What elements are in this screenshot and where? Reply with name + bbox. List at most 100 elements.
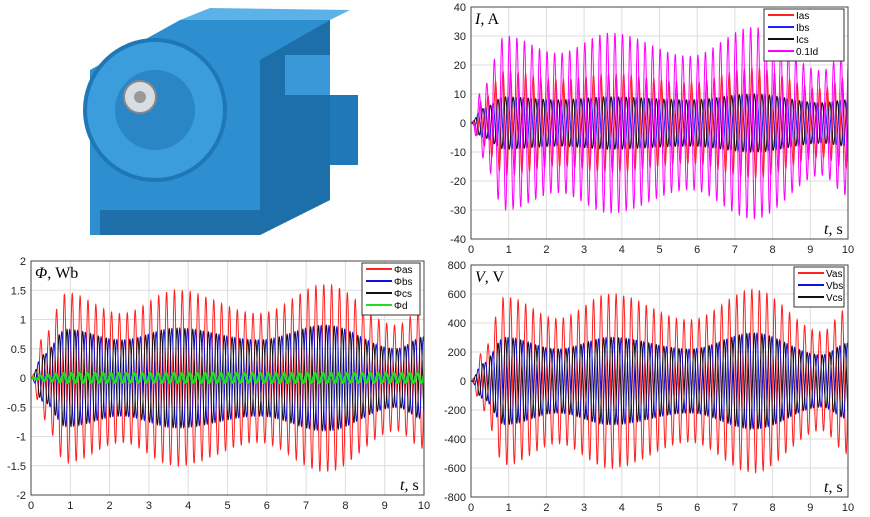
- x-tick-label: 9: [382, 500, 388, 512]
- y-tick-label: -600: [444, 463, 466, 475]
- series-line-Vcs: [471, 332, 848, 431]
- y-axis-unit: , Wb: [47, 265, 78, 282]
- y-tick-label: -1: [16, 432, 26, 444]
- series-line-Φbs: [31, 324, 424, 432]
- y-tick-label: 0: [20, 373, 26, 385]
- x-tick-label: 8: [770, 244, 776, 256]
- x-tick-label: 1: [506, 502, 512, 514]
- y-tick-label: -1.5: [7, 461, 26, 473]
- y-tick-label: -10: [450, 147, 466, 159]
- legend-label: Vcs: [826, 293, 843, 304]
- y-tick-label: 2: [20, 256, 26, 268]
- y-tick-label: -400: [444, 434, 466, 446]
- series-line-Vas: [471, 287, 848, 475]
- x-axis-unit: , s: [828, 479, 842, 496]
- y-axis-symbol: Φ: [35, 265, 47, 282]
- x-tick-label: 7: [303, 500, 309, 512]
- series-line-Vbs: [471, 332, 848, 430]
- y-tick-label: -0.5: [7, 402, 26, 414]
- y-axis-label: I, A: [474, 11, 499, 28]
- series-line-Φd: [31, 372, 424, 384]
- y-tick-label: 1.5: [11, 285, 26, 297]
- motor-side-box: [330, 95, 358, 165]
- y-axis-label: Φ, Wb: [35, 265, 78, 282]
- legend-box: [361, 262, 421, 316]
- legend-label: Φas: [394, 265, 413, 276]
- legend-label: Vas: [826, 269, 843, 280]
- y-tick-label: 0: [460, 376, 466, 388]
- y-tick-label: 40: [454, 2, 466, 14]
- x-tick-label: 10: [418, 500, 430, 512]
- legend-label: Ibs: [796, 23, 809, 34]
- x-tick-label: 0: [468, 502, 474, 514]
- y-tick-label: 0.5: [11, 344, 26, 356]
- motor-photo: [83, 8, 358, 235]
- x-tick-label: 6: [694, 502, 700, 514]
- y-tick-label: 0: [460, 118, 466, 130]
- y-axis-symbol: I: [474, 11, 481, 28]
- x-tick-label: 9: [807, 502, 813, 514]
- x-tick-label: 1: [506, 244, 512, 256]
- x-tick-label: 5: [656, 244, 662, 256]
- y-tick-label: 400: [448, 318, 466, 330]
- x-tick-label: 9: [807, 244, 813, 256]
- x-tick-label: 4: [185, 500, 191, 512]
- current-chart: 0 1 2 3 4 5 6 7 8 9 10-40-30-20-10010203040IasIbsI…: [450, 2, 854, 256]
- x-tick-label: 2: [543, 502, 549, 514]
- x-tick-label: 10: [842, 244, 854, 256]
- plot-frame: [470, 6, 849, 240]
- x-tick-label: 6: [264, 500, 270, 512]
- x-tick-label: 3: [146, 500, 152, 512]
- x-tick-label: 5: [656, 502, 662, 514]
- legend-label: Φd: [394, 301, 408, 312]
- x-tick-label: 7: [732, 502, 738, 514]
- series-line-Ias: [471, 66, 848, 180]
- y-tick-label: -20: [450, 176, 466, 188]
- x-tick-label: 1: [67, 500, 73, 512]
- x-axis-unit: , s: [404, 477, 418, 494]
- y-tick-label: -200: [444, 405, 466, 417]
- legend-label: 0.1Id: [796, 47, 818, 58]
- motor-terminal-box: [285, 55, 330, 95]
- x-axis-unit: , s: [828, 221, 842, 238]
- x-axis-symbol: t: [824, 479, 829, 496]
- x-tick-label: 3: [581, 502, 587, 514]
- series-line-0.1Id: [471, 27, 848, 220]
- x-axis-label: t, s: [824, 479, 843, 496]
- legend-label: Ias: [796, 11, 809, 22]
- voltage-chart: 0 1 2 3 4 5 6 7 8 9 10 -800 -600 -400 -200 0 200 400 600 80…: [444, 260, 854, 514]
- y-tick-label: 600: [448, 289, 466, 301]
- y-axis-label: V, V: [475, 269, 504, 286]
- y-tick-label: -800: [444, 492, 466, 504]
- x-axis-label: t, s: [824, 221, 843, 238]
- legend-label: Φbs: [394, 277, 413, 288]
- legend-label: Φcs: [394, 289, 412, 300]
- x-tick-label: 4: [619, 502, 625, 514]
- y-tick-label: -2: [16, 490, 26, 502]
- legend-box: [763, 8, 845, 62]
- y-tick-label: -40: [450, 234, 466, 246]
- legend-label: Ics: [796, 35, 809, 46]
- y-axis-unit: , V: [485, 269, 505, 286]
- y-tick-label: 800: [448, 260, 466, 272]
- y-tick-label: 1: [20, 315, 26, 327]
- y-axis-symbol: V: [475, 269, 487, 286]
- x-tick-label: 5: [224, 500, 230, 512]
- x-tick-label: 7: [732, 244, 738, 256]
- y-tick-label: 30: [454, 31, 466, 43]
- flux-chart: 0 1 2 3 4 5 6 7 8 9 10-2-1.5-1-0.500.511.52ΦasΦbsΦ…: [7, 256, 430, 512]
- x-tick-label: 6: [694, 244, 700, 256]
- motor-housing-top: [180, 8, 350, 20]
- x-tick-label: 8: [770, 502, 776, 514]
- x-tick-label: 2: [107, 500, 113, 512]
- x-axis-label: t, s: [400, 477, 419, 494]
- y-axis-unit: , A: [480, 11, 499, 28]
- motor-base: [100, 210, 260, 235]
- x-tick-label: 4: [619, 244, 625, 256]
- y-tick-label: 200: [448, 347, 466, 359]
- y-tick-label: -30: [450, 205, 466, 217]
- x-tick-label: 2: [543, 244, 549, 256]
